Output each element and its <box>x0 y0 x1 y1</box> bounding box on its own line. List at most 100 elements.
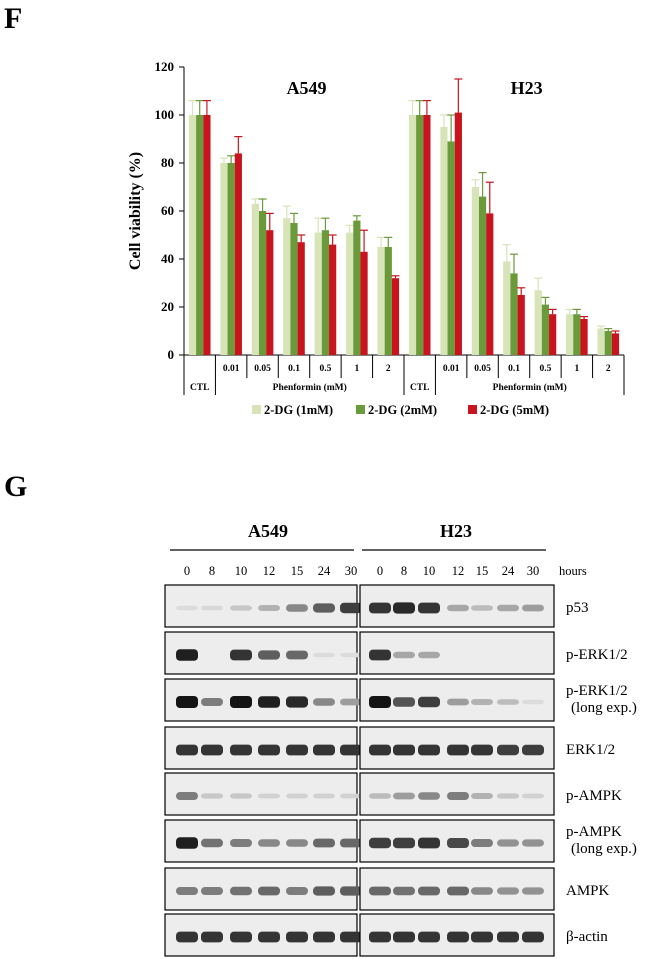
bar <box>258 211 267 355</box>
ctl-label: CTL <box>410 383 430 393</box>
blot-membrane <box>164 678 358 722</box>
blot-band <box>286 793 308 799</box>
timepoint-label: 10 <box>423 564 436 578</box>
blot-band <box>176 696 198 708</box>
blot-band <box>201 793 223 799</box>
blot-band <box>393 744 415 756</box>
blot-band <box>340 744 362 756</box>
bar <box>611 333 620 355</box>
bar <box>423 115 431 355</box>
blot-band <box>447 886 469 896</box>
bar <box>604 331 612 355</box>
bar <box>297 242 305 355</box>
bar <box>266 230 274 355</box>
group-label: Phenformin (mM) <box>493 382 567 393</box>
blot-band <box>393 697 415 707</box>
bar <box>234 153 242 355</box>
bar <box>314 232 322 355</box>
blot-band <box>497 604 519 612</box>
blot-band <box>393 602 415 614</box>
blot-band <box>471 793 493 799</box>
blot-band <box>522 699 544 705</box>
blot-band <box>313 603 335 613</box>
x-tick-label: 0.1 <box>508 364 520 374</box>
blot-membrane <box>359 631 555 675</box>
blot-band <box>522 931 544 943</box>
blot-band <box>258 793 280 799</box>
x-tick-label: 0.5 <box>319 364 331 374</box>
blot-band <box>522 793 544 799</box>
blot-band <box>230 793 252 799</box>
blot-band <box>286 931 308 943</box>
bar <box>478 196 487 355</box>
blot-band <box>522 839 544 847</box>
bar <box>447 141 455 355</box>
blot-band <box>522 744 544 756</box>
blot-membrane <box>359 867 555 911</box>
blot-band <box>340 886 362 896</box>
blot-membrane <box>164 913 358 957</box>
blot-membrane <box>359 913 555 957</box>
bar <box>360 251 368 355</box>
blot-membrane <box>164 584 358 628</box>
timepoint-label: 24 <box>502 564 515 578</box>
blot-band <box>176 931 198 943</box>
blot-band <box>258 605 280 611</box>
x-tick-label: 2 <box>386 364 391 374</box>
blot-band <box>369 744 391 756</box>
blot-band <box>230 605 252 611</box>
blot-band <box>313 698 335 706</box>
blot-band <box>286 744 308 756</box>
blot-band <box>258 839 280 847</box>
blot-band <box>393 837 415 849</box>
bar <box>196 115 204 355</box>
group-label: Phenformin (mM) <box>273 382 347 393</box>
legend-label: 2-DG (2mM) <box>368 403 437 417</box>
blot-membrane <box>164 726 358 770</box>
bar <box>503 261 511 355</box>
blot-band <box>201 744 223 756</box>
blot-band <box>230 839 252 847</box>
x-tick-label: 0.05 <box>254 364 271 374</box>
legend-label: 2-DG (5mM) <box>480 403 549 417</box>
bar <box>377 247 385 355</box>
blot-band <box>258 650 280 660</box>
blot-band <box>286 887 308 895</box>
blot-band <box>230 931 252 943</box>
bar <box>408 115 417 355</box>
blot-band <box>340 793 362 799</box>
blot-band <box>340 838 362 848</box>
bar <box>353 220 361 355</box>
bar <box>440 127 448 355</box>
blot-band <box>258 931 280 943</box>
legend-label: 2-DG (1mM) <box>264 403 333 417</box>
blot-row-label: p-ERK1/2 <box>566 647 628 663</box>
blot-band <box>176 837 198 849</box>
blot-band <box>286 696 308 708</box>
bar <box>346 232 354 355</box>
blot-band <box>471 839 493 847</box>
bar <box>510 273 518 355</box>
y-tick-label: 120 <box>155 59 175 74</box>
timepoint-label: 24 <box>318 564 331 578</box>
y-tick-label: 20 <box>161 299 174 314</box>
y-tick-label: 40 <box>161 251 174 266</box>
blot-band <box>313 931 335 943</box>
blot-band <box>497 931 519 943</box>
blot-band <box>340 698 362 706</box>
blot-band <box>201 887 223 895</box>
blot-band <box>340 931 362 943</box>
blot-membrane <box>164 772 358 816</box>
blot-band <box>313 744 335 756</box>
blot-membrane <box>164 867 358 911</box>
blot-membrane <box>164 631 358 675</box>
blot-band <box>522 604 544 612</box>
blot-band <box>522 887 544 895</box>
bar <box>416 115 424 355</box>
blot-band <box>418 792 440 800</box>
panel-title: H23 <box>511 78 543 98</box>
blot-band <box>369 886 391 896</box>
legend-swatch <box>468 405 477 414</box>
x-tick-label: 0.05 <box>474 364 491 374</box>
blot-band <box>286 604 308 612</box>
